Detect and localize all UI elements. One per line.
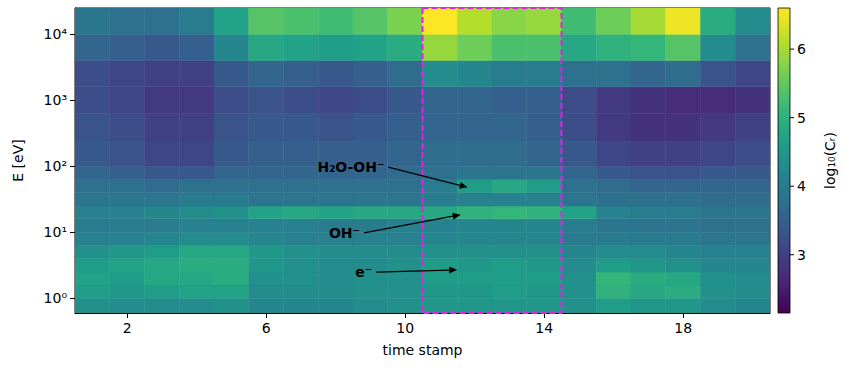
- svg-text:10⁰: 10⁰: [44, 290, 68, 306]
- svg-text:4: 4: [797, 178, 806, 194]
- svg-text:3: 3: [797, 247, 806, 263]
- svg-text:e⁻: e⁻: [355, 264, 372, 280]
- svg-text:10⁴: 10⁴: [44, 26, 68, 42]
- svg-text:18: 18: [674, 320, 692, 336]
- svg-text:OH⁻: OH⁻: [329, 225, 360, 241]
- svg-text:2: 2: [123, 320, 132, 336]
- svg-text:6: 6: [797, 41, 806, 57]
- svg-text:14: 14: [535, 320, 553, 336]
- svg-text:log₁₀(Cᵣ): log₁₀(Cᵣ): [822, 132, 838, 189]
- svg-text:6: 6: [262, 320, 271, 336]
- svg-text:time stamp: time stamp: [383, 342, 463, 358]
- svg-text:10: 10: [396, 320, 414, 336]
- svg-text:5: 5: [797, 110, 806, 126]
- svg-text:10³: 10³: [44, 92, 67, 108]
- svg-text:E [eV]: E [eV]: [10, 139, 26, 181]
- svg-text:10¹: 10¹: [44, 224, 67, 240]
- svg-text:H₂O-OH⁻: H₂O-OH⁻: [317, 159, 384, 175]
- svg-text:10²: 10²: [44, 158, 67, 174]
